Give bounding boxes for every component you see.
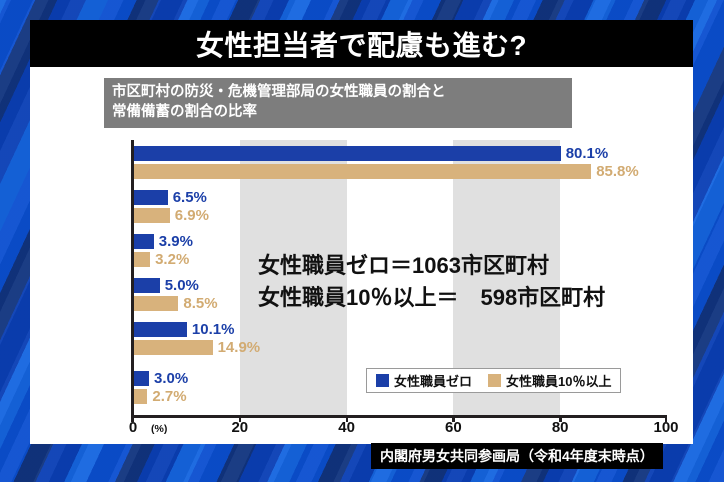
bar-series2 [133,208,170,223]
chart-subtitle-line-2: 常備備蓄の割合の比率 [112,104,257,120]
bar-group-row: 3.9% 3.2% [133,233,667,268]
bar-pair-series2: 85.8% [133,163,667,180]
bar-series1 [133,190,168,205]
chart-subtitle-line-1: 市区町村の防災・危機管理部局の女性職員の割合と [112,84,446,101]
bar-series2 [133,252,151,267]
chart-annotation: 女性職員ゼロ＝1063市区町村 女性職員10％以上＝ 598市区町村 [258,250,605,314]
bar-pair-series2: 6.9% [133,207,667,224]
bar-value-series1: 10.1% [191,321,235,338]
bar-pair-series1: 5.0% [133,277,667,294]
x-axis-tick-label-60: 60 [445,419,462,436]
bar-group-row: 80.1% 85.8% [133,145,667,180]
annotation-line-1: 女性職員ゼロ＝1063市区町村 [258,253,549,278]
x-tick-60 [452,415,455,422]
bar-series1 [133,146,561,161]
x-axis-tick-label-80: 80 [551,419,569,436]
x-tick-20 [238,415,242,422]
bar-group-row: 10.1% 14.9% [133,321,667,356]
legend-item-series2: 女性職員10％以上 [488,371,611,390]
chart-legend: 女性職員ゼロ 女性職員10％以上 [366,368,622,393]
y-axis-line [131,140,134,415]
bar-pair-series1: 6.5% [133,189,667,206]
plot-band-20-40 [239,140,347,415]
source-bar: 内閣府男女共同参画局（令和4年度末時点） [371,443,663,469]
bar-pair-series2: 3.2% [133,251,667,268]
bar-series1 [133,234,154,249]
bar-series2 [133,164,592,179]
page-title: 女性担当者で配慮も進む? [195,29,528,61]
x-tick-0 [131,415,134,422]
legend-swatch-icon-series2 [488,374,502,387]
x-axis-tick-label-20: 20 [231,419,249,436]
x-axis-tick-label-0: 0 [128,419,138,436]
bar-group-row: 6.5% 6.9% [133,189,667,224]
bar-series1 [133,371,149,386]
bar-pair-series1: 3.9% [133,233,667,250]
bar-series2 [133,389,148,404]
x-axis-tick-label-40: 40 [338,419,355,436]
bar-series1 [133,322,187,337]
x-tick-100 [664,415,667,422]
bar-group-row: 5.0% 8.5% [133,277,667,312]
x-tick-40 [345,415,349,422]
bar-value-series2: 85.8% [596,163,639,180]
bar-value-series1: 3.9% [158,233,193,250]
bar-value-series1: 3.0% [154,370,189,387]
bar-value-series2: 14.9% [217,339,261,356]
bar-group-row: 3.0% 2.7% [133,370,667,405]
bar-value-series1: 5.0% [164,277,199,294]
bar-pair-series2: 8.5% [133,295,667,312]
bar-value-series2: 6.9% [174,207,209,224]
bar-value-series2: 8.5% [183,295,218,312]
bar-value-series1: 6.5% [172,189,207,206]
bar-value-series1: 80.1% [565,145,609,162]
chart-subtitle-box: 市区町村の防災・危機管理部局の女性職員の割合と 常備備蓄の割合の比率 [104,78,572,128]
bar-series2 [133,296,179,311]
bar-pair-series1: 3.0% [133,370,667,387]
legend-label-series2: 女性職員10％以上 [506,374,612,389]
bar-value-series2: 2.7% [152,388,187,405]
bar-pair-series2: 14.9% [133,339,667,356]
legend-item-series1: 女性職員ゼロ [376,371,472,390]
bar-series1 [133,278,160,293]
bar-pair-series2: 2.7% [133,388,667,405]
legend-swatch-icon-series1 [376,374,389,387]
source-text: 内閣府男女共同参画局（令和4年度末時点） [380,448,654,464]
x-axis-line [131,415,667,418]
bar-series2 [133,340,213,355]
legend-label-series1: 女性職員ゼロ [394,374,473,389]
x-axis-tick-label-100: 100 [653,419,679,436]
bar-value-series2: 3.2% [155,251,190,268]
x-axis-labels: 0 (%) 20 40 60 80 100 [129,419,679,439]
x-tick-80 [559,415,562,422]
x-axis-unit-label: (%) [151,423,168,435]
bar-pair-series1: 80.1% [133,145,667,162]
bar-pair-series1: 10.1% [133,321,667,338]
annotation-line-2: 女性職員10％以上＝ 598市区町村 [258,284,606,310]
title-bar: 女性担当者で配慮も進む? [30,20,693,67]
